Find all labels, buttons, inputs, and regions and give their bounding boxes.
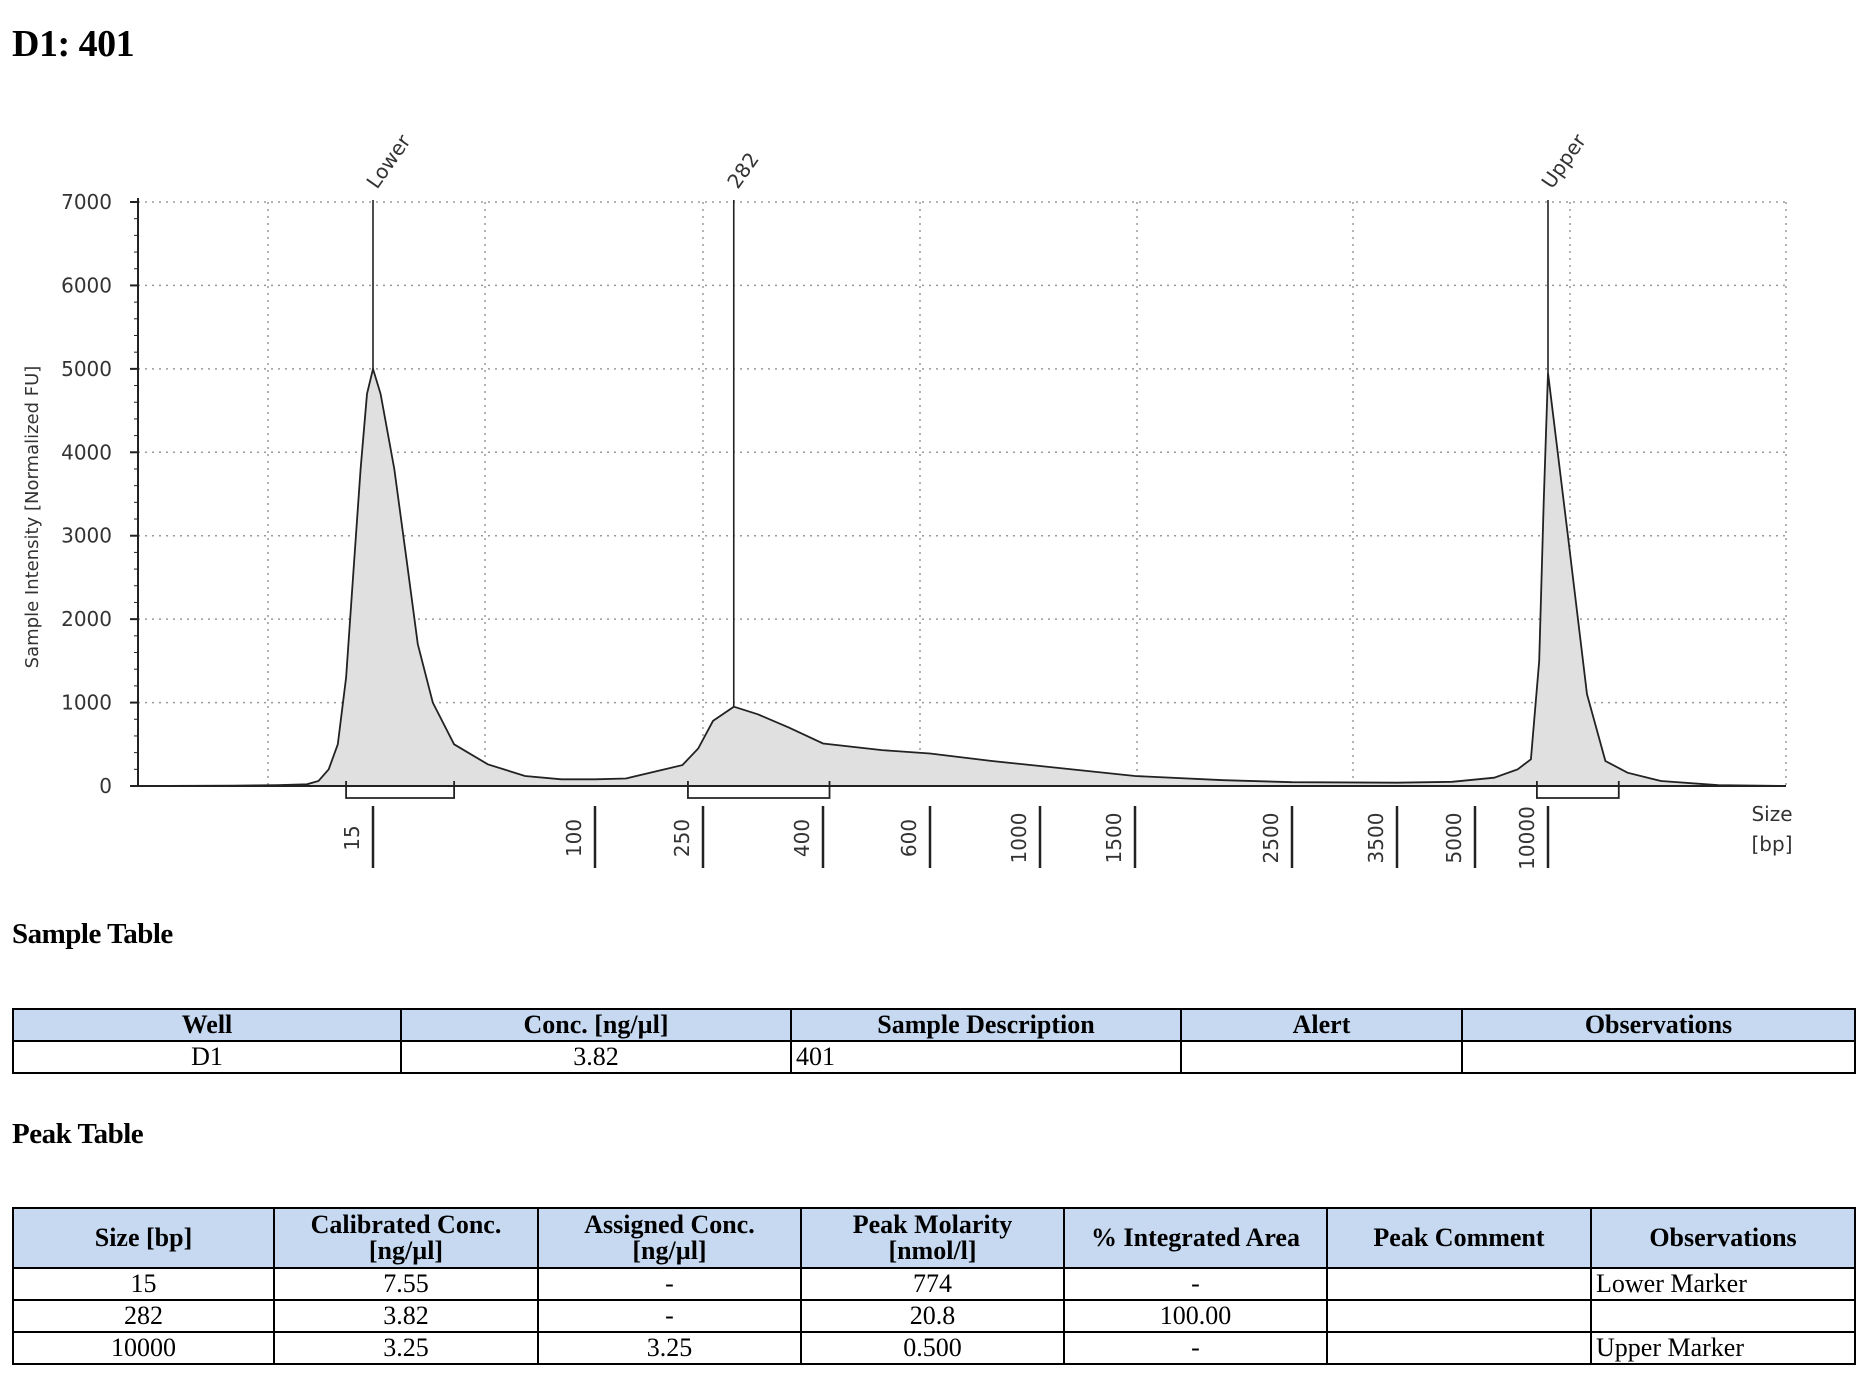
sample-cell-description: 401: [790, 1040, 1182, 1074]
peak-label: Upper: [1536, 129, 1591, 193]
sample-cell-conc: 3.82: [400, 1040, 792, 1074]
peak-cell-calibrated-conc: 3.25: [273, 1331, 539, 1365]
peak-cell-assigned-conc: -: [537, 1299, 802, 1333]
peak-cell-integrated-area: -: [1063, 1267, 1328, 1301]
peak-label: Lower: [361, 129, 415, 192]
y-tick-label: 3000: [61, 524, 112, 548]
integration-range-bracket: [687, 781, 831, 799]
sample-header-alert: Alert: [1180, 1008, 1463, 1042]
x-tick-label: 5000: [1442, 813, 1466, 864]
y-tick-label: 6000: [61, 273, 112, 297]
x-ticks: 15 100 250 400 600 1000 1500 2500 3500 5000 10000: [340, 806, 1550, 870]
table-row: 15 7.55 - 774 - Lower Marker: [12, 1267, 1856, 1301]
peak-header-integrated-area: % Integrated Area: [1063, 1207, 1328, 1269]
peak-markers: Lower 282 Upper: [361, 129, 1591, 707]
peak-header-molarity: Peak Molarity [nmol/l]: [800, 1207, 1065, 1269]
integration-range-bracket: [345, 781, 456, 799]
x-tick-label: 15: [340, 825, 364, 850]
x-tick-label: 400: [790, 819, 814, 857]
y-tick-label: 5000: [61, 357, 112, 381]
x-tick-label: 3500: [1364, 813, 1388, 864]
y-tick-label: 4000: [61, 440, 112, 464]
peak-header-assigned-conc: Assigned Conc. [ng/µl]: [537, 1207, 802, 1269]
peak-cell-size: 282: [12, 1299, 275, 1333]
y-ticks: 0 1000 2000 3000 4000 5000 6000 7000: [61, 190, 138, 798]
sample-table: Well Conc. [ng/µl] Sample Description Al…: [12, 1008, 1856, 1074]
peak-cell-molarity: 20.8: [800, 1299, 1065, 1333]
peak-cell-calibrated-conc: 7.55: [273, 1267, 539, 1301]
table-row: 10000 3.25 3.25 0.500 - Upper Marker: [12, 1331, 1856, 1365]
peak-table: Size [bp] Calibrated Conc. [ng/µl] Assign…: [12, 1207, 1856, 1365]
peak-table-title: Peak Table: [12, 1118, 144, 1150]
peak-cell-molarity: 0.500: [800, 1331, 1065, 1365]
sample-cell-alert: [1180, 1040, 1463, 1074]
integration-range-bracket: [1536, 781, 1620, 799]
y-axis-label: Sample Intensity [Normalized FU]: [22, 366, 43, 669]
electropherogram-chart: 0 1000 2000 3000 4000 5000 6000 7000 15 100 250 40…: [22, 129, 1793, 870]
peak-cell-observations: Lower Marker: [1590, 1267, 1856, 1301]
sample-table-title: Sample Table: [12, 918, 173, 950]
peak-cell-comment: [1326, 1267, 1592, 1301]
trace-line: [137, 365, 1787, 787]
peak-header-calibrated-conc: Calibrated Conc. [ng/µl]: [273, 1207, 539, 1269]
integration-ranges: [345, 781, 1620, 799]
peak-cell-size: 10000: [12, 1331, 275, 1365]
x-axis-label-line2: [bp]: [1752, 832, 1793, 856]
x-tick-label: 1500: [1102, 813, 1126, 864]
peak-header-size: Size [bp]: [12, 1207, 275, 1269]
y-tick-label: 7000: [61, 190, 112, 214]
peak-header-observations: Observations: [1590, 1207, 1856, 1269]
x-tick-label: 1000: [1007, 813, 1031, 864]
peak-cell-assigned-conc: -: [537, 1267, 802, 1301]
sample-header-well: Well: [12, 1008, 402, 1042]
table-row: D1 3.82 401: [12, 1040, 1856, 1074]
sample-cell-well: D1: [12, 1040, 402, 1074]
x-tick-label: 10000: [1515, 806, 1539, 870]
page-title: D1: 401: [12, 23, 135, 65]
sample-header-conc: Conc. [ng/µl]: [400, 1008, 792, 1042]
trace-fill-layer: [137, 365, 1787, 787]
peak-cell-calibrated-conc: 3.82: [273, 1299, 539, 1333]
x-tick-label: 250: [670, 819, 694, 857]
peak-cell-molarity: 774: [800, 1267, 1065, 1301]
trace-fill: [138, 368, 1786, 786]
sample-header-description: Sample Description: [790, 1008, 1182, 1042]
y-tick-label: 1000: [61, 691, 112, 715]
x-axis-label-line1: Size: [1751, 802, 1792, 826]
peak-cell-integrated-area: -: [1063, 1331, 1328, 1365]
peak-cell-observations: Upper Marker: [1590, 1331, 1856, 1365]
y-tick-label: 0: [99, 774, 112, 798]
peak-cell-comment: [1326, 1331, 1592, 1365]
peak-label: 282: [722, 148, 764, 193]
y-tick-label: 2000: [61, 607, 112, 631]
peak-cell-assigned-conc: 3.25: [537, 1331, 802, 1365]
peak-header-comment: Peak Comment: [1326, 1207, 1592, 1269]
peak-cell-comment: [1326, 1299, 1592, 1333]
x-tick-label: 2500: [1259, 813, 1283, 864]
sample-cell-observations: [1461, 1040, 1856, 1074]
sample-header-observations: Observations: [1461, 1008, 1856, 1042]
table-row: 282 3.82 - 20.8 100.00: [12, 1299, 1856, 1333]
x-tick-label: 600: [897, 819, 921, 857]
peak-cell-observations: [1590, 1299, 1856, 1333]
x-tick-label: 100: [562, 819, 586, 857]
peak-cell-integrated-area: 100.00: [1063, 1299, 1328, 1333]
peak-cell-size: 15: [12, 1267, 275, 1301]
chart-axes: [137, 198, 1786, 787]
